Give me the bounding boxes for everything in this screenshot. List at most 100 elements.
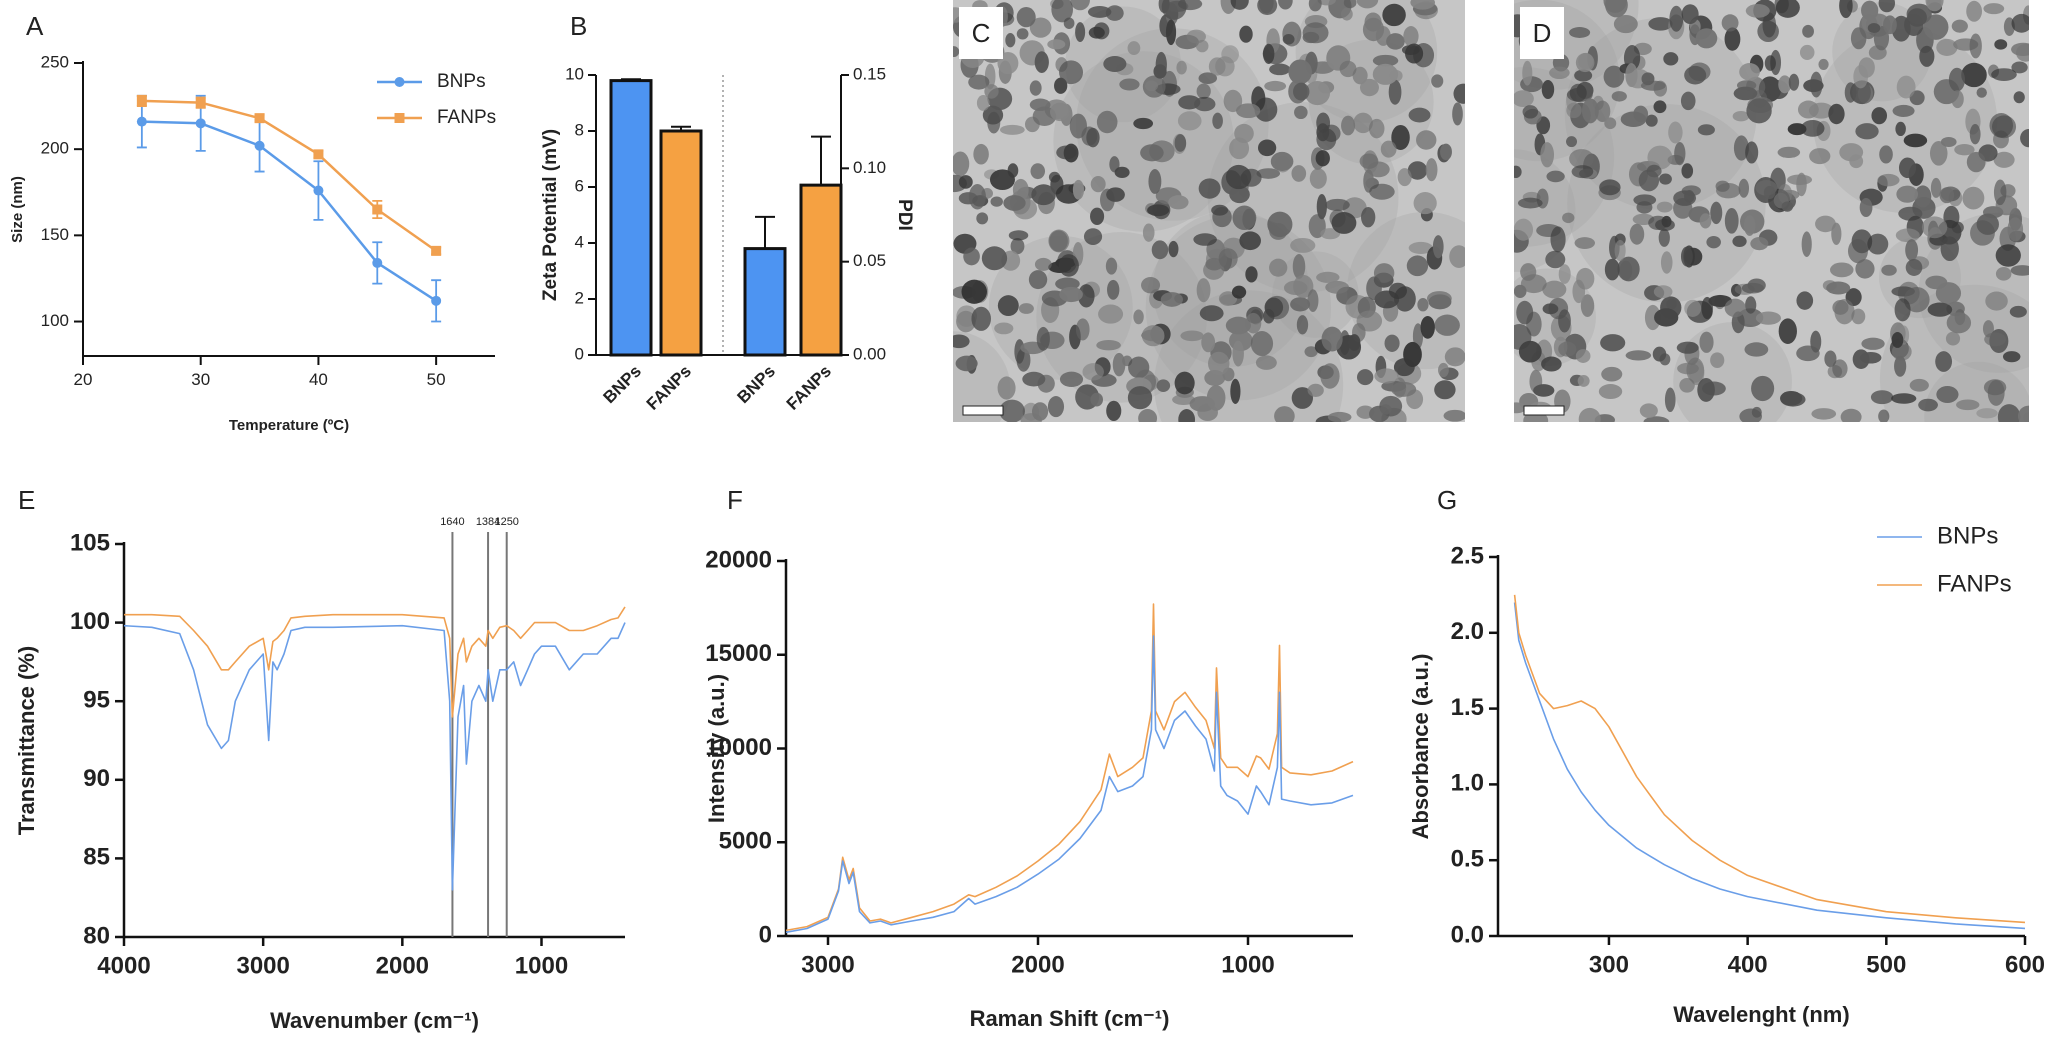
particle: [987, 111, 1001, 134]
particle: [1604, 117, 1617, 130]
y-tick-label: 20000: [705, 546, 772, 573]
particle: [1710, 201, 1723, 225]
particle: [1894, 355, 1907, 377]
particle: [1706, 235, 1721, 249]
particle: [1688, 62, 1711, 82]
x-tick-label: FANPs: [783, 362, 835, 414]
particle: [1309, 168, 1327, 189]
particle: [1368, 118, 1385, 139]
particle: [958, 175, 973, 189]
particle: [1517, 197, 1543, 209]
particle: [1069, 113, 1087, 139]
particle: [1434, 314, 1460, 336]
particle: [1234, 123, 1254, 144]
particle: [971, 306, 991, 331]
particle: [1929, 140, 1948, 166]
particle: [1855, 123, 1879, 140]
particle: [1603, 65, 1625, 88]
particle: [1558, 309, 1571, 333]
particle: [1699, 331, 1714, 353]
particle: [1613, 14, 1638, 34]
legend-label: BNPs: [437, 71, 486, 92]
particle: [1946, 312, 1972, 334]
particle: [1453, 83, 1465, 104]
particle: [976, 212, 989, 225]
particle: [1432, 235, 1444, 259]
particle: [1416, 130, 1437, 150]
y-tick-label: 8: [575, 120, 584, 139]
particle: [1951, 19, 1968, 33]
particle: [1168, 240, 1179, 258]
particle: [1987, 379, 2005, 406]
series-line: [141, 99, 437, 252]
particle: [1993, 179, 2007, 206]
marker: [195, 97, 206, 108]
particle: [1114, 166, 1130, 179]
particle: [1331, 211, 1357, 234]
particle: [1449, 245, 1465, 269]
particle: [1724, 298, 1746, 318]
particle: [1028, 270, 1048, 290]
particle: [1603, 0, 1627, 13]
particle: [1107, 279, 1120, 300]
particle: [1679, 377, 1695, 393]
particle: [1003, 195, 1026, 211]
particle: [1738, 178, 1750, 198]
particle: [1172, 394, 1196, 406]
particle: [2002, 351, 2021, 363]
particle: [1533, 384, 1555, 397]
error-bar: [811, 135, 831, 186]
particle: [1699, 213, 1712, 229]
particle: [1522, 105, 1539, 119]
particle: [1088, 26, 1105, 39]
particle: [1542, 280, 1567, 299]
particle: [1895, 228, 1920, 243]
particle: [1018, 303, 1034, 314]
particle: [1016, 28, 1029, 40]
particle: [1343, 0, 1357, 9]
particle: [1070, 0, 1090, 11]
x-tick-label: 50: [427, 370, 446, 389]
particle: [1526, 311, 1542, 337]
particle: [1317, 0, 1336, 6]
particle: [1142, 223, 1155, 242]
y2-tick-label: 0.10: [853, 158, 886, 177]
particle: [1201, 332, 1216, 353]
particle: [1891, 331, 1904, 348]
particle: [1580, 294, 1595, 318]
particle: [1976, 87, 1987, 98]
particle: [1008, 230, 1029, 241]
particle: [1103, 55, 1127, 72]
particle: [1575, 349, 1591, 363]
particle: [1954, 144, 1975, 156]
particle: [1391, 381, 1417, 397]
y-tick-label: 15000: [705, 640, 772, 667]
particle: [1049, 102, 1070, 122]
particle: [1514, 218, 1534, 241]
particle: [1236, 103, 1261, 119]
y-tick-label: 2.0: [1451, 618, 1484, 645]
particle: [1697, 377, 1715, 402]
particle: [1558, 264, 1571, 284]
y-axis-label: Transmittance (%): [14, 646, 39, 836]
particle: [2016, 43, 2029, 62]
particle: [1930, 177, 1942, 198]
y-tick-label: 0: [759, 921, 772, 948]
particle: [1648, 17, 1673, 31]
marker: [254, 140, 265, 151]
error-bar: [755, 215, 775, 249]
particle: [1016, 348, 1031, 372]
particle: [1250, 331, 1274, 357]
particle: [1684, 299, 1702, 317]
particle: [1254, 97, 1278, 122]
particle: [1832, 359, 1848, 379]
particle: [1231, 285, 1247, 299]
particle: [1174, 371, 1195, 395]
particle: [1861, 0, 1879, 21]
particle: [1647, 145, 1673, 170]
x-tick-label: BNPs: [733, 362, 779, 408]
reference-label: 1250: [494, 516, 518, 528]
particle: [1710, 352, 1725, 368]
particle: [1558, 341, 1577, 357]
